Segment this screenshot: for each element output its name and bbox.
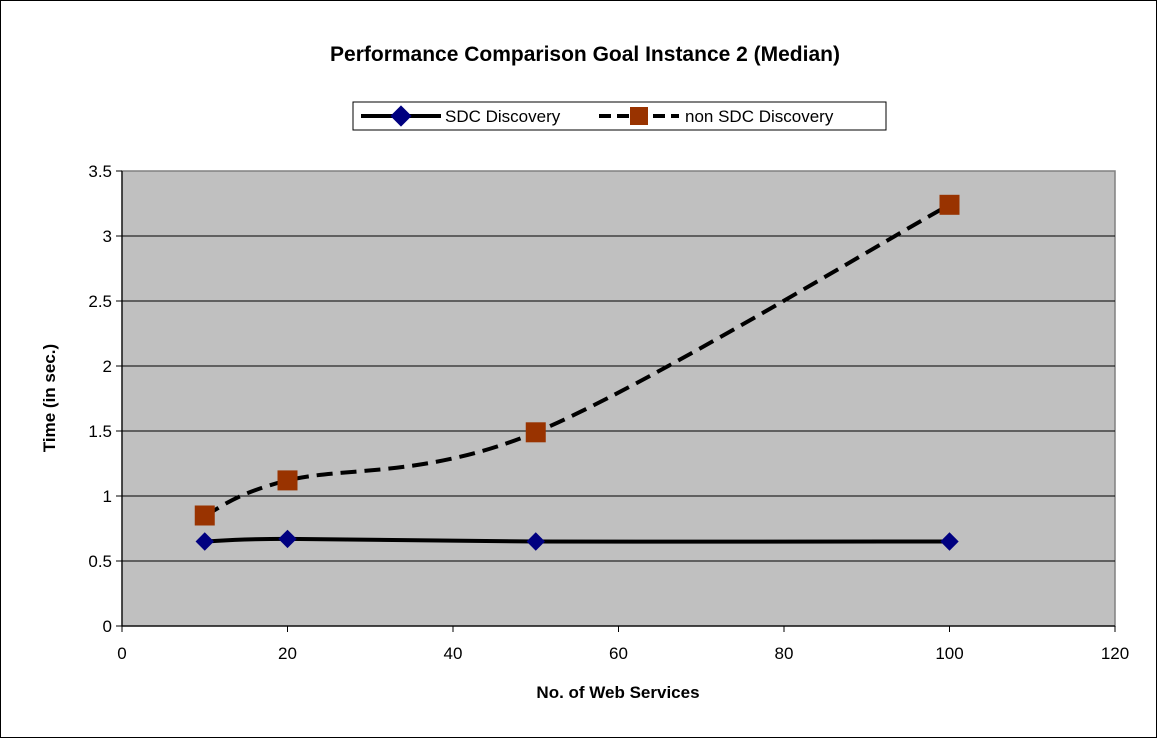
x-tick-label: 120 — [1101, 644, 1129, 663]
y-axis-label: Time (in sec.) — [40, 344, 59, 452]
data-point-non-sdc — [525, 422, 546, 443]
x-tick-label: 100 — [935, 644, 963, 663]
y-tick-label: 0 — [103, 617, 112, 636]
data-point-non-sdc — [194, 505, 215, 526]
legend-marker-sdc — [390, 105, 412, 127]
y-tick-label: 0.5 — [88, 552, 112, 571]
data-point-non-sdc — [277, 470, 298, 491]
data-point-sdc — [940, 532, 959, 551]
x-tick-label: 20 — [278, 644, 297, 663]
series-line-0 — [204, 536, 950, 544]
legend-label-non-sdc: non SDC Discovery — [685, 107, 834, 126]
data-point-non-sdc — [939, 194, 960, 215]
chart-title: Performance Comparison Goal Instance 2 (… — [330, 43, 840, 66]
y-tick-labels: 0 0.5 1 1.5 2 2.5 3 3.5 — [88, 162, 112, 636]
series-markers — [194, 194, 960, 551]
data-point-sdc — [526, 532, 545, 551]
data-point-sdc — [278, 529, 297, 549]
legend-marker-non-sdc — [630, 107, 648, 125]
x-tick-labels: 0 20 40 60 80 100 120 — [117, 644, 1129, 663]
y-tick-label: 1.5 — [88, 422, 112, 441]
gridlines — [122, 235, 1115, 562]
x-tick-label: 40 — [444, 644, 463, 663]
y-tick-label: 3 — [103, 227, 112, 246]
y-tick-label: 2.5 — [88, 292, 112, 311]
y-tick-label: 3.5 — [88, 162, 112, 181]
series-lines — [203, 203, 951, 544]
legend: SDC Discovery non SDC Discovery — [352, 101, 887, 131]
data-point-sdc — [195, 532, 214, 551]
x-axis-label: No. of Web Services — [536, 683, 699, 702]
plot-area — [121, 170, 1116, 627]
x-tick-label: 60 — [609, 644, 628, 663]
axes — [116, 170, 1116, 632]
legend-label-sdc: SDC Discovery — [445, 107, 561, 126]
y-tick-label: 1 — [103, 487, 112, 506]
x-tick-label: 0 — [117, 644, 126, 663]
y-tick-label: 2 — [103, 357, 112, 376]
series-line-1 — [203, 203, 951, 518]
x-tick-label: 80 — [775, 644, 794, 663]
